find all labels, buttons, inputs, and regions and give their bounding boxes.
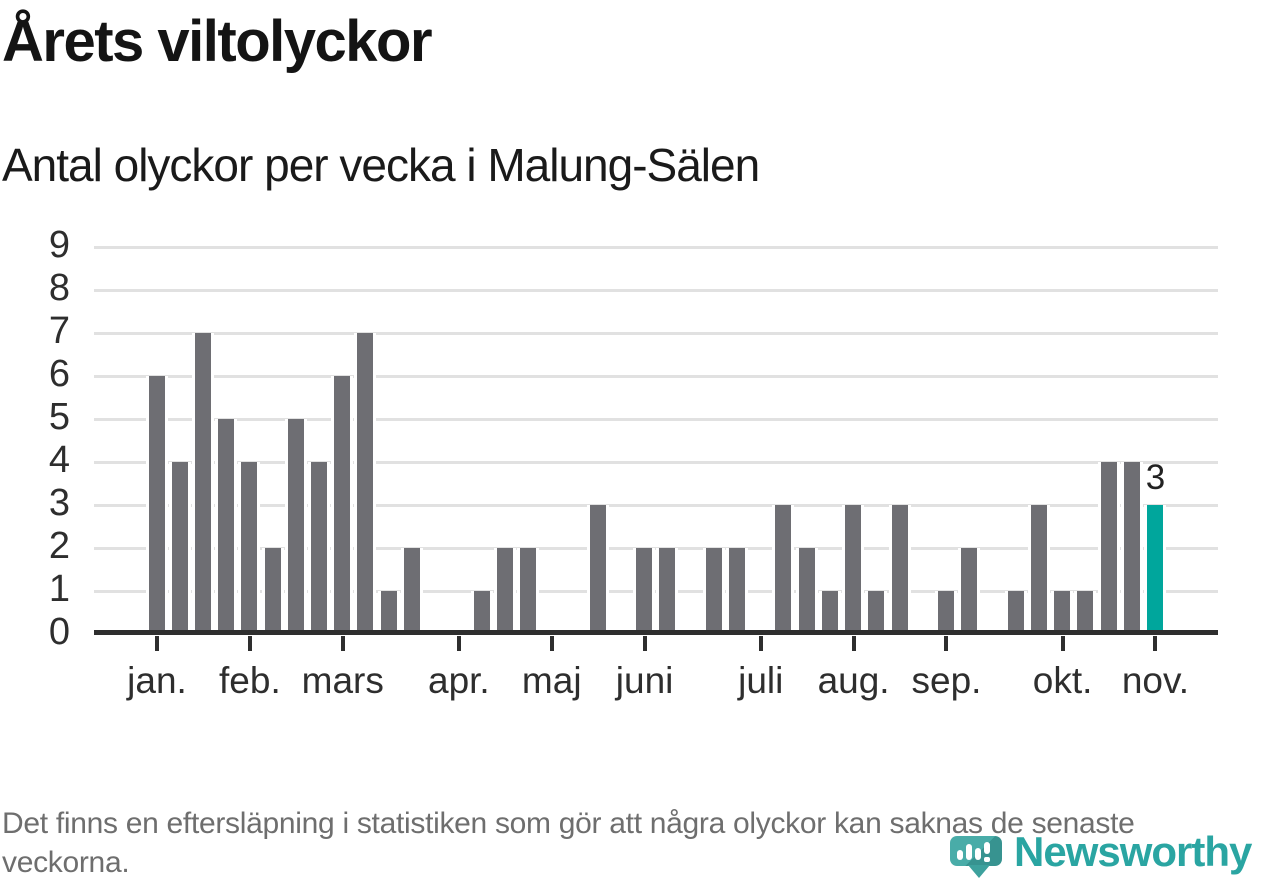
- logo-exclamation-dot: [984, 857, 990, 862]
- bar-week: [656, 548, 679, 634]
- bar-week: [586, 505, 609, 634]
- bar-week: [772, 505, 795, 634]
- x-axis-label-maj: maj: [521, 660, 582, 701]
- gridline-y-4: [94, 461, 1218, 464]
- gridline-y-6: [94, 375, 1218, 378]
- bar-week: [215, 419, 238, 634]
- logo-bar-chart-glyph: [975, 848, 981, 860]
- bar-week: [308, 462, 331, 634]
- bar-week: [145, 376, 168, 634]
- bar-week: [1120, 462, 1143, 634]
- bar-week: [726, 548, 748, 634]
- bar-week: [795, 548, 818, 634]
- newsworthy-wordmark: Newsworthy: [1014, 828, 1252, 875]
- bar-week: [1027, 505, 1050, 634]
- y-axis-label-5: 5: [48, 395, 70, 438]
- bar-week: [633, 548, 656, 634]
- y-axis-label-6: 6: [48, 352, 70, 395]
- bar-week: [1074, 591, 1097, 634]
- x-axis-tick-juli: [758, 636, 763, 651]
- logo-bar-chart-glyph: [966, 844, 972, 860]
- x-axis-tick-sep: [944, 636, 949, 651]
- gridline-y-9: [94, 246, 1218, 249]
- x-axis-label-okt: okt.: [1032, 660, 1093, 701]
- y-axis-label-9: 9: [48, 223, 70, 266]
- gridline-y-8: [94, 289, 1218, 292]
- y-axis-label-8: 8: [48, 266, 70, 309]
- bar-week: [284, 419, 307, 634]
- x-axis-label-nov: nov.: [1121, 660, 1190, 701]
- bar-week: [377, 591, 400, 634]
- y-axis-label-0: 0: [48, 610, 70, 653]
- bar-week: [238, 462, 261, 634]
- bar-week: [865, 591, 888, 634]
- x-axis-label-jan: jan.: [127, 660, 187, 701]
- x-axis-tick-juni: [642, 636, 647, 651]
- gridline-y-2: [94, 547, 1218, 550]
- bar-week: [261, 548, 284, 634]
- chart-title: Årets viltolyckor: [2, 9, 433, 74]
- bar-week-highlighted: [1143, 505, 1166, 634]
- logo-exclamation-glyph: [984, 842, 990, 854]
- x-axis-label-feb: feb.: [219, 660, 281, 701]
- y-axis-label-1: 1: [48, 567, 70, 610]
- x-axis-label-sep: sep.: [911, 660, 982, 701]
- y-axis-label-2: 2: [48, 524, 70, 567]
- x-axis-tick-mars: [340, 636, 345, 651]
- latest-value-label: 3: [1145, 458, 1166, 497]
- bar-week: [1097, 462, 1120, 634]
- x-axis-label-juni: juni: [615, 660, 674, 701]
- x-axis-tick-okt: [1060, 636, 1065, 651]
- bar-week: [934, 591, 957, 634]
- newsworthy-logo: Newsworthy: [948, 826, 1262, 879]
- bar-week: [470, 591, 493, 634]
- chart-subtitle: Antal olyckor per vecka i Malung-Sälen: [2, 139, 760, 191]
- gridline-y-7: [94, 332, 1218, 335]
- gridline-y-3: [94, 504, 1218, 507]
- bar-week: [702, 548, 725, 634]
- x-axis-tick-apr: [456, 636, 461, 651]
- logo-bar-chart-glyph: [957, 850, 963, 860]
- footer-note: Det finns en eftersläpning i statistiken…: [2, 807, 1135, 879]
- x-axis-label-juli: juli: [738, 660, 784, 701]
- y-axis-label-3: 3: [48, 481, 70, 524]
- logo-bubble-tail: [968, 865, 990, 878]
- x-axis-line: [94, 630, 1218, 635]
- bar-week: [818, 591, 841, 634]
- x-axis-tick-feb: [247, 636, 252, 651]
- bar-week: [1051, 591, 1074, 634]
- bar-week: [354, 333, 377, 634]
- y-axis-label-4: 4: [48, 438, 70, 481]
- x-axis-tick-nov: [1153, 636, 1158, 651]
- bar-week: [191, 333, 214, 634]
- x-axis-tick-aug: [851, 636, 856, 651]
- newsworthy-speech-bubble-bar-chart-icon: [950, 836, 1002, 878]
- x-axis-tick-jan: [155, 636, 159, 651]
- bar-week: [400, 548, 423, 634]
- gridline-y-1: [94, 590, 1218, 593]
- bar-week: [493, 548, 516, 634]
- x-axis-label-aug: aug.: [817, 660, 890, 701]
- bar-week: [1004, 591, 1027, 634]
- bar-week: [331, 376, 354, 634]
- x-axis-label-mars: mars: [301, 660, 384, 701]
- y-axis-label-7: 7: [48, 309, 70, 352]
- bar-week: [888, 505, 911, 634]
- bar-week: [517, 548, 540, 634]
- x-axis-label-apr: apr.: [428, 660, 490, 701]
- bar-week: [958, 548, 981, 634]
- bar-week: [842, 505, 865, 634]
- bar-week: [168, 462, 191, 634]
- x-axis-tick-maj: [549, 636, 554, 651]
- gridline-y-5: [94, 418, 1218, 421]
